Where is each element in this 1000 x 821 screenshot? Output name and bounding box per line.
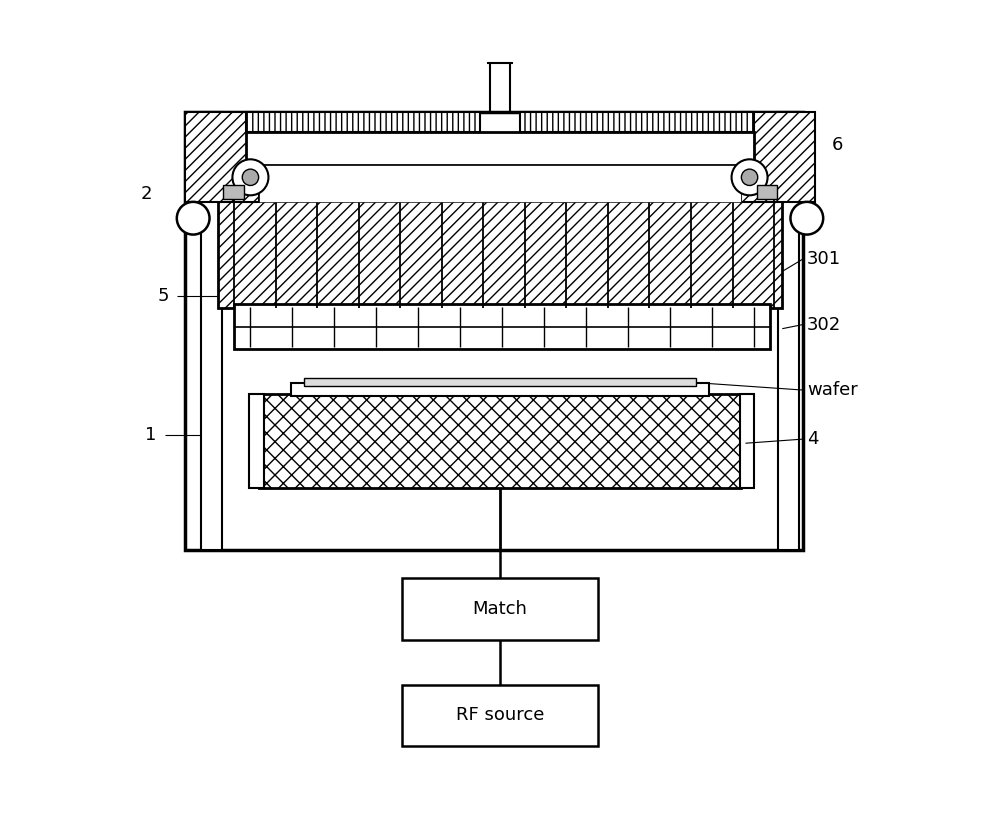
Circle shape — [790, 202, 823, 235]
Text: 6: 6 — [831, 135, 843, 154]
Circle shape — [232, 159, 268, 195]
Text: RF source: RF source — [456, 706, 544, 724]
Text: 5: 5 — [157, 287, 169, 305]
Bar — [402, 685, 598, 746]
Bar — [402, 578, 598, 640]
Bar — [757, 185, 777, 200]
Bar — [741, 112, 815, 202]
Circle shape — [242, 169, 259, 186]
Text: 1: 1 — [145, 426, 156, 444]
Bar — [185, 112, 259, 202]
Text: wafer: wafer — [807, 381, 858, 399]
Text: 2: 2 — [141, 185, 152, 203]
Bar — [259, 394, 741, 488]
Bar — [740, 394, 754, 488]
Text: Match: Match — [473, 600, 527, 618]
Text: 302: 302 — [807, 315, 841, 333]
Bar — [223, 185, 244, 200]
Text: 301: 301 — [807, 250, 841, 268]
Bar — [185, 112, 803, 549]
Bar — [291, 383, 709, 396]
Bar — [218, 198, 782, 308]
Bar — [234, 304, 770, 349]
Bar — [249, 394, 264, 488]
Bar — [259, 165, 741, 202]
Bar — [246, 112, 480, 132]
Circle shape — [177, 202, 210, 235]
Bar — [246, 132, 754, 165]
Circle shape — [741, 169, 758, 186]
Bar — [201, 112, 222, 549]
Circle shape — [732, 159, 768, 195]
Text: 4: 4 — [807, 430, 818, 448]
Bar — [520, 112, 754, 132]
Bar — [304, 378, 696, 386]
Bar — [778, 112, 799, 549]
